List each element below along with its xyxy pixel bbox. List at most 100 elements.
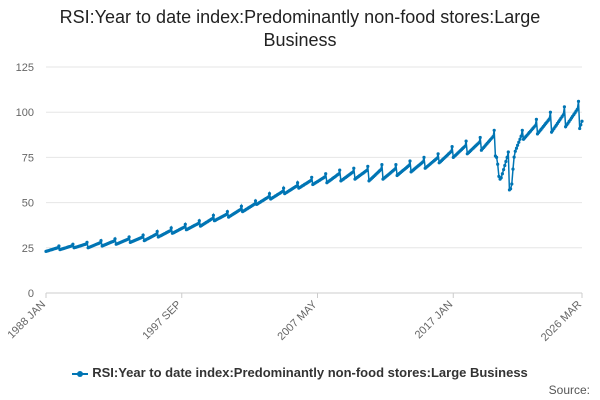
data-point[interactable] xyxy=(337,172,341,176)
data-point[interactable] xyxy=(141,233,145,237)
data-point[interactable] xyxy=(252,202,256,206)
data-point[interactable] xyxy=(168,229,172,233)
data-point[interactable] xyxy=(463,144,467,148)
data-point[interactable] xyxy=(436,152,440,156)
data-point[interactable] xyxy=(509,187,513,191)
data-point[interactable] xyxy=(511,167,515,171)
data-point[interactable] xyxy=(239,204,243,208)
data-point[interactable] xyxy=(450,145,454,149)
data-point[interactable] xyxy=(575,107,579,111)
data-point[interactable] xyxy=(561,113,565,117)
data-point[interactable] xyxy=(225,210,229,214)
y-tick-label-100: 100 xyxy=(16,107,34,119)
data-point[interactable] xyxy=(500,172,504,176)
data-point[interactable] xyxy=(338,168,342,172)
data-point[interactable] xyxy=(464,139,468,143)
data-point[interactable] xyxy=(506,150,510,154)
data-point[interactable] xyxy=(579,123,583,127)
data-point[interactable] xyxy=(366,164,370,168)
data-point[interactable] xyxy=(580,119,584,123)
data-point[interactable] xyxy=(477,141,481,145)
data-point[interactable] xyxy=(421,160,425,164)
data-point[interactable] xyxy=(57,244,61,248)
data-point[interactable] xyxy=(393,167,397,171)
data-point[interactable] xyxy=(352,166,356,170)
data-point[interactable] xyxy=(504,159,508,164)
data-point[interactable] xyxy=(502,168,506,172)
data-point[interactable] xyxy=(491,135,495,139)
data-point[interactable] xyxy=(449,150,453,154)
data-point[interactable] xyxy=(85,240,89,244)
data-point[interactable] xyxy=(520,128,524,132)
data-point[interactable] xyxy=(183,222,187,226)
data-point[interactable] xyxy=(548,110,553,114)
data-point[interactable] xyxy=(510,182,514,186)
data-point[interactable] xyxy=(394,163,398,167)
data-point[interactable] xyxy=(533,124,537,128)
data-point[interactable] xyxy=(294,184,298,188)
data-point[interactable] xyxy=(280,190,284,194)
data-point[interactable] xyxy=(351,170,355,174)
data-point[interactable] xyxy=(496,162,500,166)
data-point[interactable] xyxy=(267,192,272,196)
data-point[interactable] xyxy=(495,155,499,159)
y-tick-label-125: 125 xyxy=(16,62,34,74)
data-point[interactable] xyxy=(435,156,439,160)
data-point[interactable] xyxy=(211,213,215,217)
data-point[interactable] xyxy=(308,179,313,183)
data-point[interactable] xyxy=(310,175,314,179)
chart-title-line-2: Business xyxy=(263,30,337,50)
chart-title: RSI:Year to date index:Predominantly non… xyxy=(0,6,600,52)
data-point[interactable] xyxy=(266,195,270,199)
data-point[interactable] xyxy=(253,199,258,203)
data-point[interactable] xyxy=(99,239,103,243)
data-point[interactable] xyxy=(196,222,200,226)
data-point[interactable] xyxy=(154,232,158,236)
data-point[interactable] xyxy=(534,117,539,121)
data-point[interactable] xyxy=(562,105,567,109)
x-tick-label-3: 2017 JAN xyxy=(413,299,456,342)
data-point[interactable] xyxy=(71,242,75,246)
data-point[interactable] xyxy=(512,155,516,159)
x-tick-label-0: 1988 JAN xyxy=(5,299,48,342)
data-point[interactable] xyxy=(365,168,369,173)
data-point[interactable] xyxy=(478,135,482,140)
data-point[interactable] xyxy=(379,168,383,172)
data-point[interactable] xyxy=(517,140,521,144)
data-point[interactable] xyxy=(322,175,327,179)
legend[interactable]: RSI:Year to date index:Predominantly non… xyxy=(0,365,600,380)
data-point[interactable] xyxy=(155,229,159,234)
data-point[interactable] xyxy=(113,237,117,241)
data-point[interactable] xyxy=(224,212,228,217)
data-point[interactable] xyxy=(210,217,214,221)
data-point[interactable] xyxy=(127,235,131,239)
data-point[interactable] xyxy=(576,99,581,103)
data-point[interactable] xyxy=(505,155,509,159)
data-point[interactable] xyxy=(238,208,242,212)
data-point[interactable] xyxy=(492,128,496,132)
data-point[interactable] xyxy=(197,219,201,223)
data-point[interactable] xyxy=(518,137,522,141)
data-point[interactable] xyxy=(578,126,582,131)
data-point[interactable] xyxy=(296,181,300,185)
data-point[interactable] xyxy=(169,226,173,230)
data-point[interactable] xyxy=(324,172,328,176)
data-point[interactable] xyxy=(513,149,517,153)
series-points xyxy=(44,99,584,253)
data-point[interactable] xyxy=(407,164,411,168)
y-tick-label-50: 50 xyxy=(22,198,34,210)
data-point[interactable] xyxy=(516,143,520,147)
data-point[interactable] xyxy=(547,117,551,121)
data-point[interactable] xyxy=(408,159,412,163)
data-point[interactable] xyxy=(503,163,507,168)
data-point[interactable] xyxy=(182,225,186,229)
data-point[interactable] xyxy=(514,146,519,150)
data-point[interactable] xyxy=(380,163,384,167)
legend-label: RSI:Year to date index:Predominantly non… xyxy=(92,365,528,380)
data-point[interactable] xyxy=(499,176,503,180)
data-point[interactable] xyxy=(519,134,523,138)
x-tick-label-4: 2026 MAR xyxy=(539,299,584,344)
data-point[interactable] xyxy=(422,155,426,159)
data-point[interactable] xyxy=(282,186,286,190)
legend-swatch-icon xyxy=(72,370,89,378)
